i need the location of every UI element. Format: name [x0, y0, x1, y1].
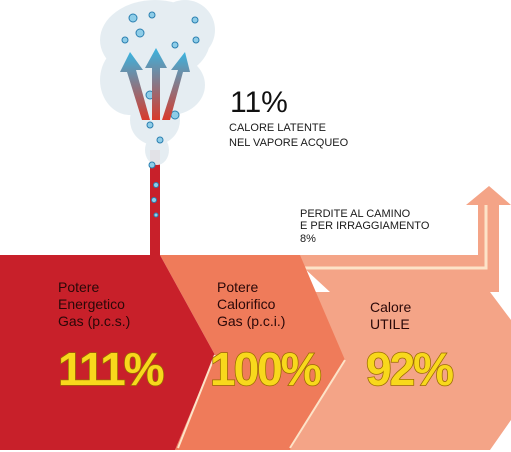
loss-label: E PER IRRAGGIAMENTO — [300, 220, 430, 232]
stage-label: Potere — [58, 279, 99, 295]
stage-label: Gas (p.c.s.) — [58, 313, 130, 329]
stage-value: 100% — [210, 343, 321, 395]
latent-label: CALORE LATENTE — [229, 122, 326, 134]
latent-value: 11% — [230, 86, 288, 119]
latent-label: NEL VAPORE ACQUEO — [229, 137, 349, 149]
loss-band — [290, 186, 511, 292]
stage-label: UTILE — [370, 316, 410, 332]
stage-value: 111% — [58, 343, 164, 395]
stage-label: Potere — [217, 279, 258, 295]
stage-value: 92% — [366, 343, 453, 395]
stage-label: Calore — [370, 299, 411, 315]
loss-label: PERDITE AL CAMINO — [300, 208, 411, 220]
stage-label: Calorifico — [217, 296, 276, 312]
stage-label: Gas (p.c.i.) — [217, 313, 285, 329]
stage-label: Energetico — [58, 296, 125, 312]
infographic: 11% CALORE LATENTE NEL VAPORE ACQUEO PER… — [0, 0, 511, 452]
loss-value: 8% — [300, 233, 316, 245]
